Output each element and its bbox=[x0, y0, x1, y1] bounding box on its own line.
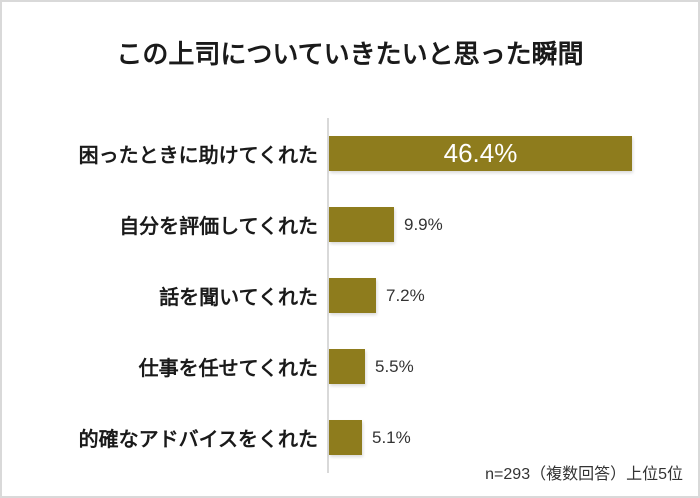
bar-track: 7.2% bbox=[327, 260, 693, 331]
bar-track: 5.5% bbox=[327, 331, 693, 402]
bar bbox=[329, 278, 376, 313]
chart-title: この上司についていきたいと思った瞬間 bbox=[116, 39, 584, 69]
bar-chart: 困ったときに助けてくれた 46.4% 自分を評価してくれた 9.9% 話を聞いてくれた 7… bbox=[2, 118, 693, 473]
chart-row: 話を聞いてくれた 7.2% bbox=[2, 260, 693, 331]
chart-row: 仕事を任せてくれた 5.5% bbox=[2, 331, 693, 402]
value-label: 5.1% bbox=[372, 427, 411, 447]
category-label: 自分を評価してくれた bbox=[119, 216, 318, 238]
bar bbox=[329, 420, 362, 455]
chart-row: 困ったときに助けてくれた 46.4% bbox=[2, 118, 693, 189]
category-label: 話を聞いてくれた bbox=[159, 287, 318, 309]
value-label: 9.9% bbox=[404, 214, 443, 234]
chart-row: 的確なアドバイスをくれた 5.1% bbox=[2, 402, 693, 473]
category-label: 困ったときに助けてくれた bbox=[78, 145, 318, 167]
value-label: 5.5% bbox=[375, 356, 414, 376]
bar bbox=[329, 207, 394, 242]
chart-row: 自分を評価してくれた 9.9% bbox=[2, 189, 693, 260]
bar-track: 5.1% bbox=[327, 402, 693, 473]
bar: 46.4% bbox=[329, 136, 632, 171]
value-label: 7.2% bbox=[386, 285, 425, 305]
sample-size-note: n=293（複数回答）上位5位 bbox=[485, 466, 683, 483]
category-label: 仕事を任せてくれた bbox=[138, 358, 318, 380]
bar bbox=[329, 349, 365, 384]
bar-track: 46.4% bbox=[327, 118, 693, 189]
category-label: 的確なアドバイスをくれた bbox=[78, 429, 318, 451]
bar-track: 9.9% bbox=[327, 189, 693, 260]
value-label: 46.4% bbox=[443, 138, 518, 168]
